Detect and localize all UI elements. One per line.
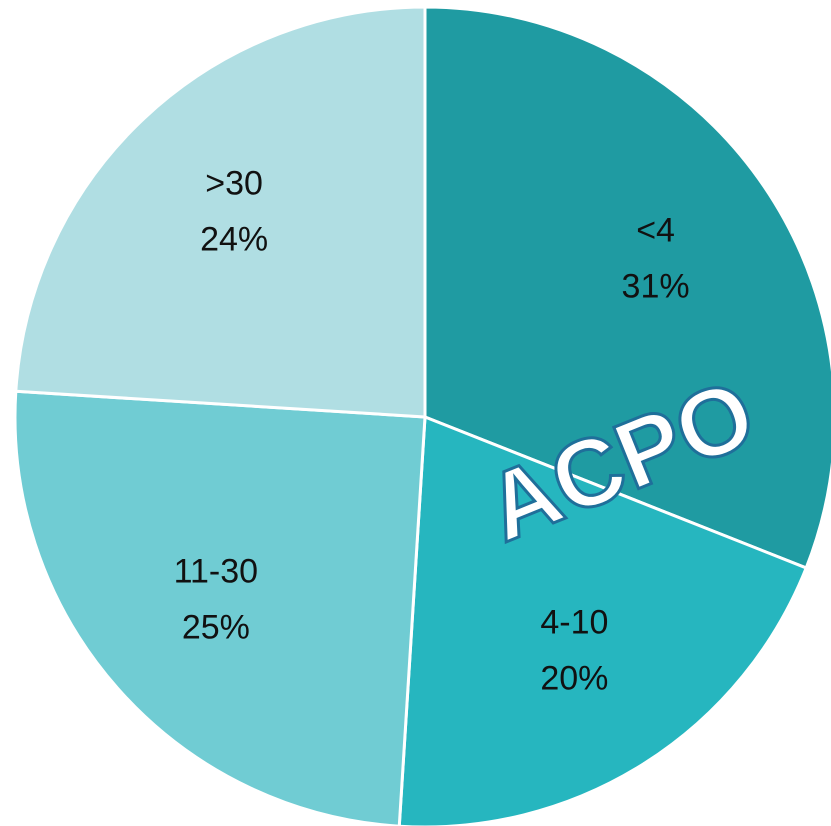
slice-value-label: 31% <box>622 267 690 305</box>
slice-category-label: <4 <box>636 211 675 249</box>
pie-slice <box>13 389 427 826</box>
slice-category-label: 11-30 <box>174 552 258 590</box>
slice-value-label: 25% <box>182 608 250 646</box>
pie-slice <box>14 5 427 419</box>
pie-slice <box>423 5 831 570</box>
slice-value-label: 20% <box>540 659 608 697</box>
slice-value-label: 24% <box>200 221 268 259</box>
slice-category-label: >30 <box>205 165 263 203</box>
pie-slice <box>397 414 809 826</box>
slice-category-label: 4-10 <box>540 603 608 641</box>
